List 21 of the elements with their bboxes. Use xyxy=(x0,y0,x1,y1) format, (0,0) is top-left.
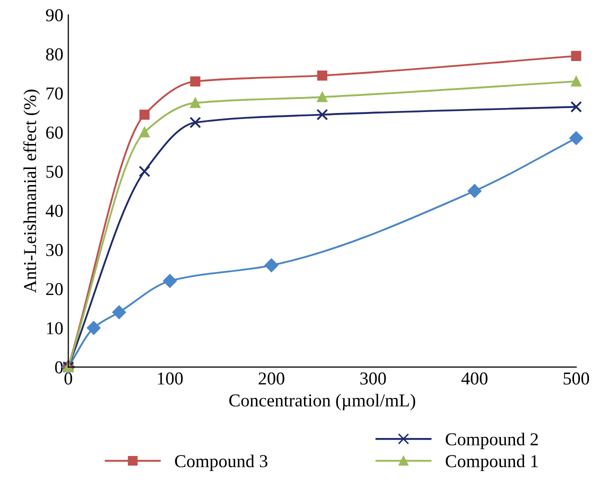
y-axis-title: Anti-Leishmanial effect (%) xyxy=(23,90,40,293)
legend-label: Compound 1 xyxy=(446,454,538,471)
y-tick-label: 40 xyxy=(46,204,63,217)
x-axis-title: Concentration (µmol/mL) xyxy=(229,394,416,410)
legend-label: Compound 2 xyxy=(446,432,538,450)
x-tick-label: 0 xyxy=(64,372,72,385)
x-tick-label: 300 xyxy=(360,372,386,385)
x-tick-label: 200 xyxy=(258,372,284,385)
y-tick-label: 70 xyxy=(46,87,63,100)
y-tick-label: 10 xyxy=(46,322,63,334)
y-tick-label: 50 xyxy=(46,166,63,178)
y-tick-label: 0 xyxy=(55,361,63,374)
legend-label: Compound 3 xyxy=(175,454,268,471)
y-tick-label: 30 xyxy=(46,244,63,256)
x-tick-label: 500 xyxy=(564,372,590,385)
y-tick-label: 60 xyxy=(46,126,63,139)
y-tick-label: 90 xyxy=(46,9,63,22)
y-tick-label: 20 xyxy=(46,283,63,296)
y-tick-label: 80 xyxy=(46,48,63,60)
x-tick-label: 100 xyxy=(158,372,183,385)
x-tick-label: 400 xyxy=(461,372,488,385)
